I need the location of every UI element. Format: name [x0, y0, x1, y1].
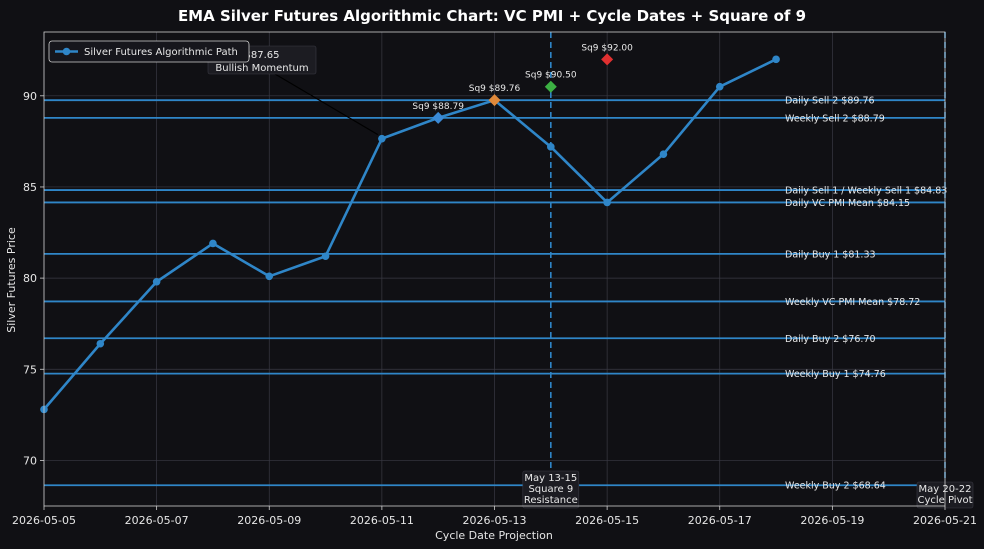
sq9-marker: [488, 94, 501, 107]
level-label: Weekly Buy 2 $68.64: [785, 481, 886, 492]
level-label: Daily Sell 2 $89.76: [785, 96, 875, 107]
y-tick-label: 70: [23, 454, 37, 467]
series-point: [96, 339, 105, 348]
series-point: [603, 198, 611, 207]
level-label: Daily Buy 2 $76.70: [785, 334, 876, 345]
vertical-marker-label: Square 9: [528, 484, 573, 495]
x-tick-label: 2026-05-07: [125, 514, 189, 527]
y-tick-label: 90: [23, 90, 37, 103]
series-point: [772, 55, 780, 64]
series-point: [659, 150, 668, 158]
x-tick-label: 2026-05-21: [913, 514, 977, 527]
levels-layer: Daily Sell 2 $89.76 Weekly Sell 2 $88.79 D…: [44, 96, 947, 492]
x-tick-label: 2026-05-17: [688, 514, 752, 527]
y-tick-label: 75: [23, 363, 37, 376]
x-tick-label: 2026-05-09: [237, 514, 301, 527]
sq9-marker: [544, 80, 557, 93]
annotation-arrow: [274, 73, 379, 136]
legend-swatch-point: [62, 47, 71, 56]
annotation-text: $87.65: [245, 50, 280, 61]
level-label: Weekly Sell 2 $88.79: [785, 113, 885, 124]
vertical-marker-label: May 13-15: [524, 473, 577, 484]
chart-title: EMA Silver Futures Algorithmic Chart: VC…: [178, 7, 806, 25]
legend-entry: Silver Futures Algorithmic Path: [84, 47, 238, 58]
sq9-label: Sq9 $92.00: [581, 43, 633, 53]
series-point: [265, 272, 274, 281]
level-label: Daily Buy 1 $81.33: [785, 249, 876, 260]
sq9-label: Sq9 $90.50: [525, 71, 577, 81]
x-tick-label: 2026-05-11: [350, 514, 414, 527]
series-layer: [40, 55, 780, 414]
legend-box: [48, 40, 250, 63]
level-label: Daily Sell 1 / Weekly Sell 1 $84.83: [785, 186, 947, 197]
square-of-nine-layer: Sq9 $88.79 Sq9 $89.76 Sq9 $90.50 Sq9 $92.00: [412, 43, 633, 124]
x-tick-label: 2026-05-19: [800, 514, 864, 527]
axes-layer: 2026-05-05 2026-05-07 2026-05-09 2026-05-11…: [12, 31, 977, 527]
vertical-marker-box: [522, 470, 580, 509]
sq9-label: Sq9 $88.79: [412, 102, 464, 112]
x-axis-label: Cycle Date Projection: [435, 529, 553, 542]
x-tick-label: 2026-05-13: [463, 514, 527, 527]
vertical-marker-label: Resistance: [524, 495, 578, 506]
y-tick-label: 85: [23, 181, 37, 194]
y-axis-label: Silver Futures Price: [5, 227, 18, 333]
x-tick-label: 2026-05-05: [12, 514, 76, 527]
series-point: [378, 134, 386, 143]
series-line: [43, 58, 777, 411]
sq9-marker: [432, 111, 445, 124]
y-tick-label: 80: [23, 272, 37, 285]
level-label: Daily VC PMI Mean $84.15: [785, 198, 910, 209]
series-point: [547, 143, 555, 151]
legend: Silver Futures Algorithmic Path: [48, 40, 250, 63]
sq9-label: Sq9 $89.76: [469, 84, 521, 94]
sq9-marker: [601, 53, 614, 66]
series-point: [321, 252, 330, 261]
series-point: [715, 82, 724, 91]
annotation-text: Bullish Momentum: [215, 63, 308, 74]
level-label: Weekly VC PMI Mean $78.72: [785, 297, 920, 308]
level-label: Weekly Buy 1 $74.76: [785, 369, 886, 380]
x-tick-label: 2026-05-15: [575, 514, 639, 527]
series-point: [152, 277, 161, 286]
series-point: [209, 239, 217, 248]
